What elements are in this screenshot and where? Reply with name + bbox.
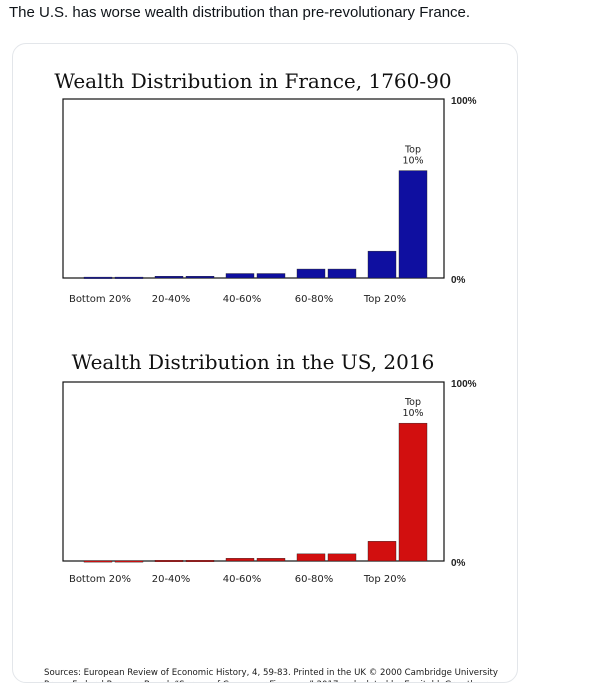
france-ytick-label: 100%	[451, 96, 477, 107]
france-xtick-label: 20-40%	[152, 294, 191, 305]
us-chart-title: Wealth Distribution in the US, 2016	[72, 350, 435, 374]
us-xtick-label: 40-60%	[223, 574, 262, 585]
france-bar	[225, 273, 255, 279]
france-bar	[367, 250, 397, 279]
france-xtick-label: Top 20%	[363, 294, 406, 305]
sources-note: Sources: European Review of Economic His…	[44, 668, 498, 682]
france-bar	[83, 276, 113, 279]
charts-figure: Wealth Distribution in France, 1760-9010…	[54, 69, 477, 585]
us-xtick-label: 20-40%	[152, 574, 191, 585]
france-xtick-label: 40-60%	[223, 294, 262, 305]
us-bar	[256, 558, 286, 562]
us-bar	[327, 553, 357, 562]
us-bar	[185, 560, 215, 562]
france-bar	[327, 268, 357, 279]
us-bar	[154, 560, 184, 562]
france-bar	[154, 276, 184, 279]
france-bar	[256, 273, 286, 279]
us-bar	[225, 558, 255, 562]
us-ytick-label: 100%	[451, 379, 477, 390]
us-ytick-label: 0%	[451, 558, 466, 569]
post-text: The U.S. has worse wealth distribution t…	[9, 4, 471, 21]
us-bar	[114, 560, 144, 563]
france-xtick-label: Bottom 20%	[69, 294, 131, 305]
france-top10-annotation: Top 10%	[402, 145, 423, 167]
france-bar	[296, 268, 326, 279]
france-bar	[114, 276, 144, 279]
us-bar	[296, 553, 326, 562]
france-bar	[185, 276, 215, 279]
us-plot-frame	[62, 381, 445, 562]
us-bar	[83, 560, 113, 563]
us-xtick-label: Bottom 20%	[69, 574, 131, 585]
france-xtick-label: 60-80%	[295, 294, 334, 305]
us-bar	[367, 541, 397, 562]
us-top10-annotation: Top 10%	[402, 397, 423, 419]
france-bar	[398, 170, 428, 279]
us-bar	[398, 422, 428, 562]
us-xtick-label: 60-80%	[295, 574, 334, 585]
france-ytick-label: 0%	[451, 275, 466, 286]
image-card[interactable]: Wealth Distribution in France, 1760-90 10…	[12, 43, 518, 683]
us-xtick-label: Top 20%	[363, 574, 406, 585]
france-chart-title: Wealth Distribution in France, 1760-90	[54, 69, 451, 93]
